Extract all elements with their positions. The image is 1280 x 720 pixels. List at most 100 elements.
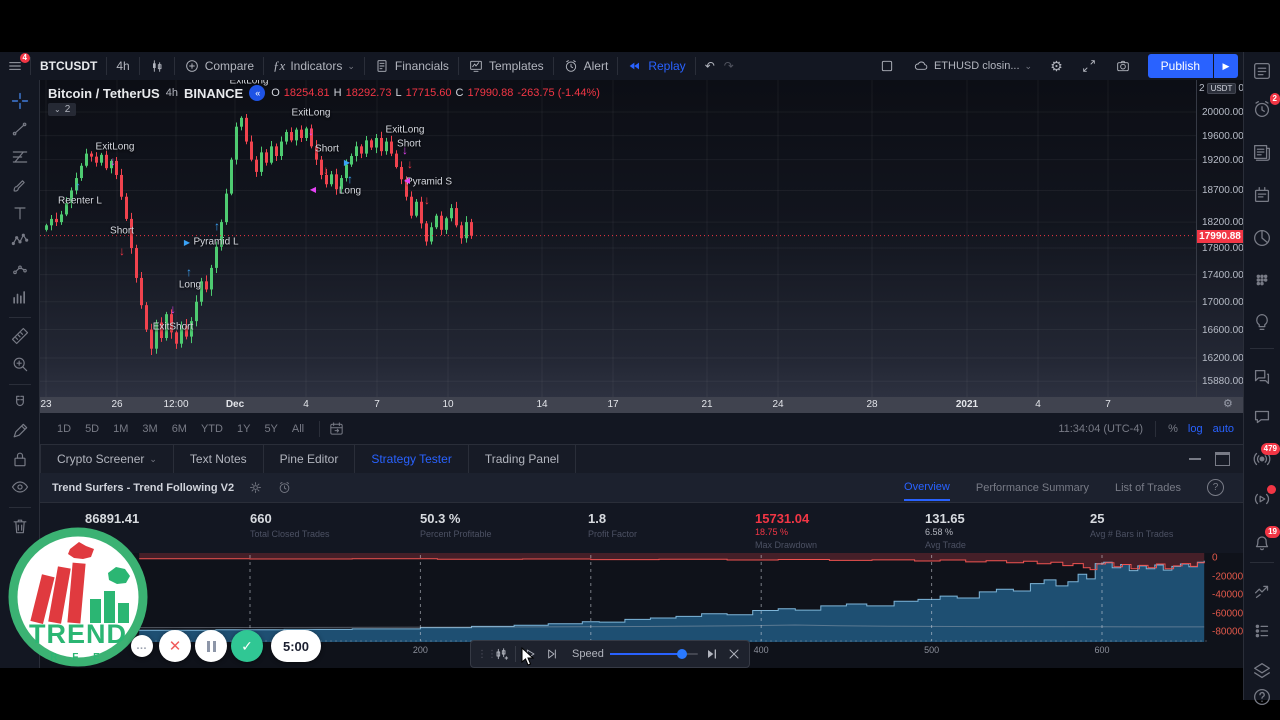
eye-tool[interactable]	[7, 474, 33, 500]
financials-button[interactable]: Financials	[365, 52, 458, 80]
undo-button[interactable]: ↶	[704, 59, 715, 73]
sidebar-pie-icon[interactable]	[1251, 227, 1273, 249]
drawing-pencil-tool[interactable]	[7, 418, 33, 444]
panel-minimize-button[interactable]	[1189, 458, 1201, 460]
play-button[interactable]	[522, 646, 538, 662]
pattern-tool[interactable]	[7, 228, 33, 254]
sidebar-calendar-grid-icon[interactable]	[1251, 269, 1273, 291]
sidebar-help-icon[interactable]	[1251, 686, 1273, 708]
range-1y-button[interactable]: 1Y	[236, 422, 251, 435]
chevron-down-icon: ⌄	[1024, 60, 1033, 71]
magnet-tool[interactable]	[7, 390, 33, 416]
layout-select-button[interactable]	[870, 52, 904, 80]
main-menu-button[interactable]: 4	[0, 52, 30, 80]
redo-button[interactable]: ↷	[723, 59, 734, 73]
sidebar-news-icon[interactable]	[1251, 141, 1273, 163]
pause-button[interactable]	[195, 630, 227, 662]
axis-settings-icon[interactable]: ⚙	[1223, 398, 1233, 410]
range-ytd-button[interactable]: YTD	[200, 422, 223, 435]
text-tool-tool[interactable]	[7, 200, 33, 226]
range-1d-button[interactable]: 1D	[57, 422, 72, 435]
fullscreen-button[interactable]	[1072, 52, 1106, 80]
trade-label: Pyramid L	[193, 236, 239, 248]
tab-pine-editor[interactable]: Pine Editor	[264, 445, 356, 473]
sidebar-dom-icon[interactable]	[1251, 620, 1273, 642]
cancel-button[interactable]: ✕	[159, 630, 191, 662]
trend-line-tool[interactable]	[7, 116, 33, 142]
sidebar-watchlist-icon[interactable]	[1251, 60, 1273, 82]
tab-strategy-tester[interactable]: Strategy Tester	[355, 445, 469, 473]
sidebar-notifications-bell-icon[interactable]: 19	[1251, 526, 1280, 553]
auto-scale-button[interactable]: auto	[1212, 422, 1234, 435]
log-scale-button[interactable]: log	[1187, 422, 1203, 435]
compare-button[interactable]: Compare	[175, 52, 263, 80]
tab-trading-panel[interactable]: Trading Panel	[469, 445, 577, 473]
alert-button[interactable]: Alert	[554, 52, 618, 80]
sidebar-public-chat-icon[interactable]	[1251, 366, 1273, 388]
ruler-tool[interactable]	[7, 323, 33, 349]
help-icon[interactable]: ?	[1207, 479, 1224, 496]
sidebar-streams-icon[interactable]: 479	[1251, 443, 1280, 470]
timer-chip[interactable]: 5:00	[271, 630, 322, 662]
jump-to-bar-icon[interactable]	[493, 646, 509, 662]
zoom-in-tool[interactable]	[7, 351, 33, 377]
panel-maximize-button[interactable]	[1215, 452, 1230, 466]
sidebar-trade-arrows-icon[interactable]	[1251, 580, 1273, 602]
range-1m-button[interactable]: 1M	[113, 422, 129, 435]
range-6m-button[interactable]: 6M	[171, 422, 187, 435]
tester-tab-list-of-trades[interactable]: List of Trades	[1114, 481, 1181, 494]
interval-button[interactable]: 4h	[116, 59, 130, 73]
replay-jump-icon[interactable]: «	[249, 85, 266, 101]
time-axis[interactable]: ⚙ 23 26 12:00 Dec 4 7 10 14 17 21 24 28 2021 4 7	[40, 397, 1244, 413]
lock-tool[interactable]	[7, 446, 33, 472]
sidebar-alert-clock-icon[interactable]: 2	[1251, 93, 1280, 120]
sidebar-object-tree-icon[interactable]	[1251, 660, 1273, 682]
currency-toggle[interactable]: USDT	[1206, 83, 1237, 94]
strategy-alert-icon[interactable]	[277, 480, 292, 495]
cloud-layout-button[interactable]: ETHUSD closin... ⌄	[904, 52, 1041, 80]
legend-collapse-button[interactable]: ⌄ 2	[48, 103, 77, 116]
strategy-name[interactable]: Trend Surfers - Trend Following V2	[52, 481, 235, 494]
trash-tool[interactable]	[7, 513, 33, 539]
price-axis[interactable]: 2 USDT 0 20000.00 19600.00 19200.00 18700.0…	[1196, 80, 1244, 397]
snapshot-button[interactable]	[1106, 52, 1140, 80]
bars-pattern-tool[interactable]	[7, 284, 33, 310]
sidebar-idea-bulb-icon[interactable]	[1251, 311, 1273, 333]
step-forward-button[interactable]	[544, 646, 560, 662]
symbol-title[interactable]: Bitcoin / TetherUS	[48, 85, 160, 101]
forecast-tool[interactable]	[7, 256, 33, 282]
fib-tool[interactable]	[7, 144, 33, 170]
range-all-button[interactable]: All	[291, 422, 305, 435]
skip-to-end-button[interactable]	[704, 646, 720, 662]
speed-slider[interactable]	[609, 649, 698, 659]
replay-button[interactable]: Replay	[618, 52, 694, 80]
go-to-date-button[interactable]	[328, 420, 345, 437]
close-replay-button[interactable]	[726, 646, 742, 662]
confirm-button[interactable]: ✓	[231, 630, 263, 662]
symbol-button[interactable]: BTCUSDT	[40, 59, 98, 73]
sidebar-broadcast-icon[interactable]	[1251, 485, 1276, 510]
slider-knob[interactable]	[676, 649, 687, 659]
range-5y-button[interactable]: 5Y	[264, 422, 278, 435]
tester-tab-performance-summary[interactable]: Performance Summary	[975, 481, 1089, 494]
tab-crypto-screener[interactable]: Crypto Screener ⌄	[40, 445, 174, 473]
chart-style-button[interactable]	[140, 52, 174, 80]
templates-button[interactable]: Templates	[459, 52, 553, 80]
drag-handle[interactable]: ⋮⋮	[477, 648, 497, 660]
indicators-button[interactable]: ƒx Indicators ⌄	[273, 58, 355, 73]
range-3m-button[interactable]: 3M	[142, 422, 158, 435]
sidebar-private-chat-icon[interactable]	[1251, 406, 1273, 428]
publish-play-button[interactable]: ▶	[1214, 54, 1238, 78]
percent-scale-button[interactable]: %	[1168, 422, 1178, 435]
tester-tab-overview[interactable]: Overview	[904, 475, 950, 501]
strategy-settings-icon[interactable]	[248, 480, 263, 495]
range-5d-button[interactable]: 5D	[85, 422, 100, 435]
settings-button[interactable]: ⚙	[1050, 57, 1063, 74]
more-options-button[interactable]: …	[131, 635, 153, 657]
sidebar-data-window-icon[interactable]	[1251, 184, 1273, 206]
tab-text-notes[interactable]: Text Notes	[174, 445, 264, 473]
candlestick-chart[interactable]: Bitcoin / TetherUS 4h BINANCE « O 18254.8…	[40, 80, 1196, 397]
brush-tool[interactable]	[7, 172, 33, 198]
publish-button[interactable]: Publish	[1147, 54, 1213, 78]
crosshair-tool[interactable]	[7, 88, 33, 114]
